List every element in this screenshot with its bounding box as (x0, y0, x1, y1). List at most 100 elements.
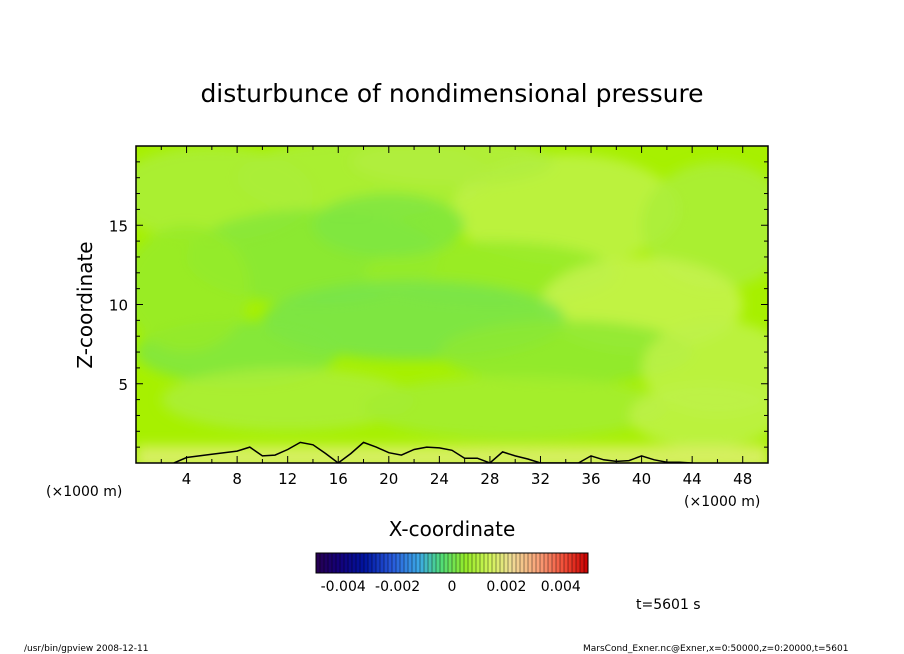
x-tick-label: 48 (733, 470, 752, 488)
pressure-field (136, 146, 768, 463)
y-tick-label: 5 (118, 376, 128, 394)
field-patch (628, 383, 768, 448)
colorbar-cell (420, 553, 425, 573)
colorbar-cell (496, 553, 501, 573)
field-patch (136, 225, 250, 353)
colorbar-cell (452, 553, 457, 573)
colorbar-cell (348, 553, 353, 573)
colorbar-cell (532, 553, 537, 573)
x-tick-label: 36 (581, 470, 600, 488)
colorbar-cell (476, 553, 481, 573)
field-patch (452, 153, 680, 265)
colorbar-cell (460, 553, 465, 573)
colorbar-tick-label: 0 (448, 579, 457, 595)
colorbar-cell (360, 553, 365, 573)
colorbar-cell (500, 553, 505, 573)
colorbar-cell (372, 553, 377, 573)
colorbar-cell (424, 553, 429, 573)
colorbar-cell (464, 553, 469, 573)
colorbar-cell (416, 553, 421, 573)
contour-line (173, 441, 693, 463)
colorbar-cell (456, 553, 461, 573)
colorbar-cell (432, 553, 437, 573)
colorbar-cell (328, 553, 333, 573)
footer-source: MarsCond_Exner.nc@Exner,x=0:50000,z=0:20… (583, 644, 848, 654)
colorbar-cell (392, 553, 397, 573)
colorbar-cell (412, 553, 417, 573)
colorbar-cell (404, 553, 409, 573)
colorbar: -0.004 -0.002 0 0.002 0.004 (315, 552, 589, 595)
y-axis: 5 10 15 (109, 161, 768, 448)
colorbar-cell (316, 553, 321, 573)
colorbar-cell (468, 553, 473, 573)
colorbar-cell (544, 553, 549, 573)
chart-title: disturbunce of nondimensional pressure (200, 79, 703, 108)
y-tick-label: 10 (109, 297, 128, 315)
colorbar-cell (388, 553, 393, 573)
colorbar-cell (576, 553, 581, 573)
colorbar-cell (444, 553, 449, 573)
colorbar-cell (368, 553, 373, 573)
colorbar-cell (572, 553, 577, 573)
field-patch (363, 375, 667, 440)
colorbar-cell (488, 553, 493, 573)
colorbar-cell (548, 553, 553, 573)
colorbar-cell (408, 553, 413, 573)
field-patch (350, 146, 554, 186)
colorbar-cell (332, 553, 337, 573)
colorbar-cell (364, 553, 369, 573)
field-patch (312, 193, 465, 257)
x-tick-label: 32 (531, 470, 550, 488)
colorbar-cell (320, 553, 325, 573)
colorbar-cell (568, 553, 573, 573)
colorbar-cell (528, 553, 533, 573)
field-patch (161, 367, 415, 432)
x-tick-label: 44 (683, 470, 702, 488)
colorbar-cell (584, 553, 589, 573)
colorbar-cell (564, 553, 569, 573)
x-tick-label: 24 (430, 470, 449, 488)
field-patch (439, 320, 693, 384)
colorbar-cell (560, 553, 565, 573)
colorbar-cell (376, 553, 381, 573)
colorbar-cell (336, 553, 341, 573)
colorbar-cell (508, 553, 513, 573)
colorbar-cell (484, 553, 489, 573)
colorbar-cell (448, 553, 453, 573)
x-tick-label: 8 (232, 470, 242, 488)
colorbar-tick-label: -0.004 (321, 579, 366, 595)
field-patch (641, 161, 768, 289)
x-tick-label: 28 (480, 470, 499, 488)
colorbar-cell (556, 553, 561, 573)
colorbar-cell (340, 553, 345, 573)
ground-layer (136, 445, 768, 463)
x-axis-label: X-coordinate (389, 517, 516, 541)
colorbar-cell (492, 553, 497, 573)
colorbar-cell (472, 553, 477, 573)
footer-program: /usr/bin/gpview 2008-12-11 (24, 644, 148, 654)
x-unit-label: (×1000 m) (684, 494, 760, 510)
colorbar-cell (552, 553, 557, 573)
colorbar-cell (480, 553, 485, 573)
y-unit-label: (×1000 m) (46, 484, 122, 500)
x-tick-label: 4 (182, 470, 192, 488)
colorbar-cell (324, 553, 329, 573)
time-label: t=5601 s (636, 597, 701, 613)
x-tick-label: 12 (278, 470, 297, 488)
colorbar-tick-label: 0.002 (486, 579, 526, 595)
colorbar-cell (400, 553, 405, 573)
colorbar-cell (524, 553, 529, 573)
y-axis-label: Z-coordinate (73, 241, 97, 368)
colorbar-cell (516, 553, 521, 573)
x-axis: 4 8 12 16 20 24 28 32 36 40 44 48 (160, 146, 752, 488)
colorbar-cell (504, 553, 509, 573)
colorbar-cell (520, 553, 525, 573)
colorbar-cell (536, 553, 541, 573)
colorbar-cell (428, 553, 433, 573)
colorbar-cell (440, 553, 445, 573)
x-tick-label: 16 (329, 470, 348, 488)
colorbar-tick-label: 0.004 (541, 579, 581, 595)
y-tick-label: 15 (109, 217, 128, 235)
x-tick-label: 20 (379, 470, 398, 488)
